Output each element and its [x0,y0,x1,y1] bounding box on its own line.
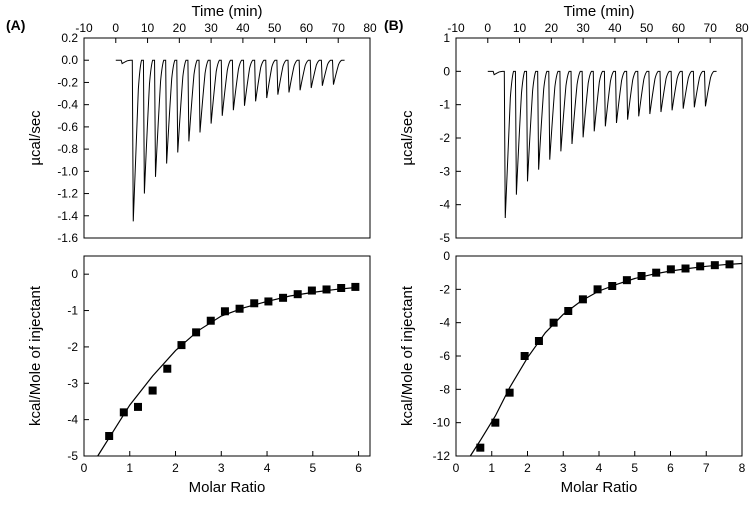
svg-text:Time (min): Time (min) [191,3,262,20]
svg-text:-6: -6 [439,349,450,363]
svg-text:0: 0 [71,267,78,281]
svg-text:-3: -3 [439,164,450,178]
svg-text:-4: -4 [439,198,450,212]
svg-text:4: 4 [264,461,271,475]
svg-text:-5: -5 [67,449,78,463]
panel-label-A: (A) [6,17,25,33]
svg-text:5: 5 [631,461,638,475]
svg-text:Time (min): Time (min) [563,3,634,20]
svg-text:2: 2 [172,461,179,475]
svg-text:50: 50 [640,21,654,35]
svg-text:-1.2: -1.2 [57,187,78,201]
svg-text:20: 20 [545,21,559,35]
svg-text:10: 10 [141,21,155,35]
svg-text:80: 80 [363,21,377,35]
svg-text:-3: -3 [67,376,78,390]
svg-text:-1.6: -1.6 [57,231,78,245]
svg-text:3: 3 [218,461,225,475]
svg-text:8: 8 [739,461,746,475]
svg-text:-10: -10 [433,416,451,430]
svg-text:7: 7 [703,461,710,475]
svg-text:20: 20 [173,21,187,35]
svg-text:80: 80 [735,21,749,35]
svg-text:70: 70 [332,21,346,35]
svg-text:40: 40 [236,21,250,35]
svg-text:50: 50 [268,21,282,35]
svg-text:-1.0: -1.0 [57,164,78,178]
svg-text:-4: -4 [439,316,450,330]
svg-text:-0.4: -0.4 [57,98,78,112]
svg-text:0: 0 [443,249,450,263]
svg-text:30: 30 [576,21,590,35]
svg-text:0: 0 [81,461,88,475]
svg-text:10: 10 [513,21,527,35]
svg-text:-2: -2 [67,340,78,354]
svg-text:0.2: 0.2 [61,31,78,45]
svg-text:0: 0 [443,64,450,78]
svg-text:-8: -8 [439,382,450,396]
svg-text:30: 30 [204,21,218,35]
svg-text:-12: -12 [433,449,451,463]
panel-label-B: (B) [384,17,403,33]
svg-text:Molar Ratio: Molar Ratio [189,479,266,496]
figure-svg: (A)-1001020304050607080Time (min)0.20.0-… [0,0,754,516]
svg-text:kcal/Mole of injectant: kcal/Mole of injectant [399,285,416,426]
svg-text:40: 40 [608,21,622,35]
svg-text:1: 1 [488,461,495,475]
svg-text:1: 1 [126,461,133,475]
svg-text:-2: -2 [439,282,450,296]
svg-text:3: 3 [560,461,567,475]
svg-text:4: 4 [596,461,603,475]
svg-text:1: 1 [443,31,450,45]
svg-text:-1: -1 [439,98,450,112]
svg-text:-4: -4 [67,413,78,427]
svg-text:60: 60 [672,21,686,35]
svg-text:5: 5 [309,461,316,475]
svg-text:-0.6: -0.6 [57,120,78,134]
svg-text:-2: -2 [439,131,450,145]
svg-text:60: 60 [300,21,314,35]
svg-text:0: 0 [484,21,491,35]
figure-container: (A)-1001020304050607080Time (min)0.20.0-… [0,0,754,516]
svg-text:0.0: 0.0 [61,53,78,67]
svg-text:µcal/sec: µcal/sec [27,110,44,166]
svg-text:kcal/Mole of injectant: kcal/Mole of injectant [27,285,44,426]
svg-text:6: 6 [355,461,362,475]
svg-text:6: 6 [667,461,674,475]
svg-text:2: 2 [524,461,531,475]
svg-text:70: 70 [704,21,718,35]
svg-text:0: 0 [453,461,460,475]
svg-text:-1: -1 [67,304,78,318]
svg-text:Molar Ratio: Molar Ratio [561,479,638,496]
svg-text:-1.4: -1.4 [57,209,78,223]
svg-text:-0.2: -0.2 [57,75,78,89]
svg-text:µcal/sec: µcal/sec [399,110,416,166]
svg-text:-5: -5 [439,231,450,245]
svg-text:-0.8: -0.8 [57,142,78,156]
svg-text:0: 0 [112,21,119,35]
